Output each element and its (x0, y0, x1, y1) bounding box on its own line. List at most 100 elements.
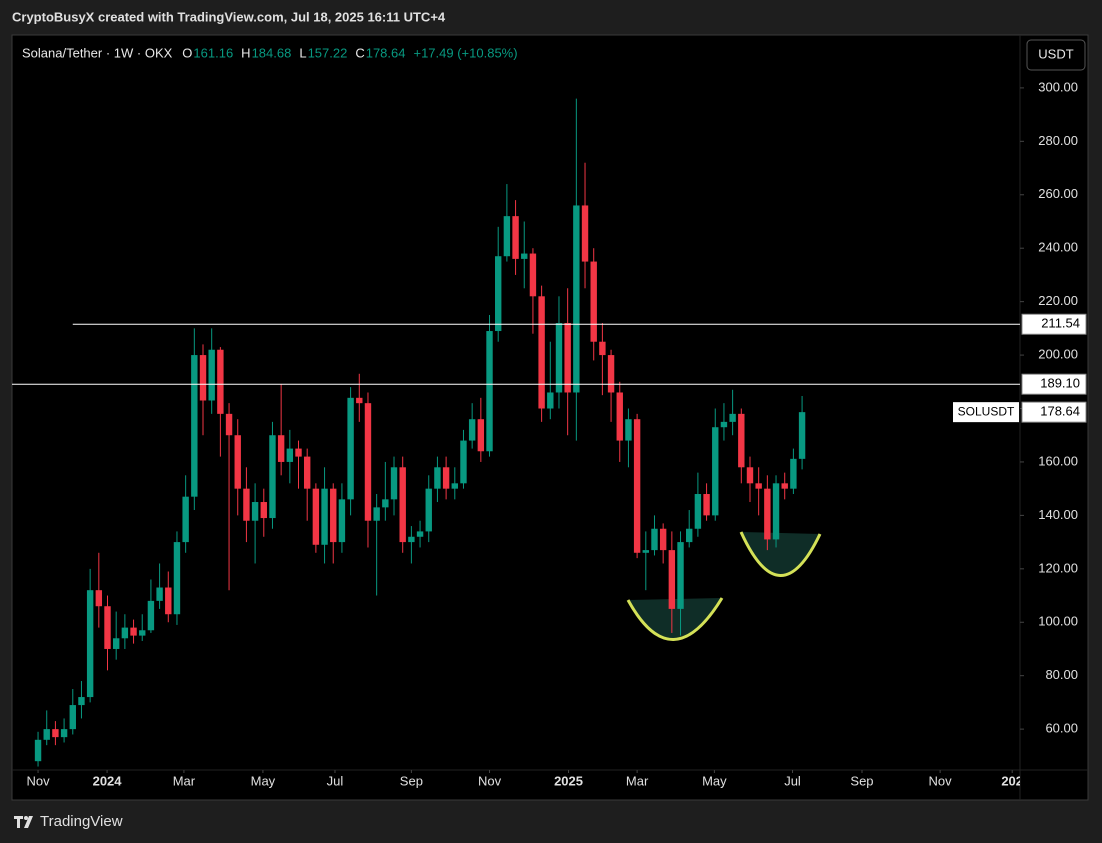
candle-body (347, 397, 354, 500)
plot (12, 98, 1020, 767)
candle-body (286, 448, 294, 462)
candle-body (43, 729, 50, 740)
y-tick-label: 280.00 (1038, 133, 1078, 148)
y-tick-label: 240.00 (1038, 240, 1078, 255)
candle-body (399, 467, 406, 543)
candle-body (69, 705, 76, 730)
brand-logo (14, 816, 33, 828)
candle-body (599, 341, 606, 356)
y-tick-label: 140.00 (1038, 507, 1078, 522)
candle-body (486, 331, 493, 452)
candle-body (295, 448, 302, 457)
candle-body (173, 542, 181, 615)
candle-body (182, 496, 189, 543)
candle-body (633, 419, 641, 553)
candle-body (408, 536, 415, 543)
last-price-box (1021, 401, 1087, 423)
candle-body (260, 502, 267, 519)
x-axis: Nov 2024 Mar May Jul Sep Nov 2025 Mar May Jul Sep No… (26, 770, 1020, 788)
candle-body (512, 216, 519, 259)
candle-body (243, 488, 250, 521)
x-tick-label: Sep (400, 773, 423, 788)
candle-body (139, 630, 146, 636)
price-label-box (1021, 313, 1087, 335)
y-tick-label: 200.00 (1038, 347, 1078, 362)
candle-body (277, 435, 285, 462)
candle-body (529, 253, 537, 297)
legend-key: H (241, 45, 250, 60)
price-label: 211.54 (1041, 316, 1080, 331)
candle-body (616, 392, 623, 441)
y-tick-label: 220.00 (1038, 293, 1078, 308)
symbol-label-box (953, 402, 1019, 423)
candle-body (521, 253, 528, 259)
candle-body (772, 483, 780, 540)
candle-body (356, 397, 363, 404)
candle-body (312, 488, 320, 545)
candle-body (677, 542, 684, 609)
legend: Solana/Tether · 1W · OKX O 161.16 H 184.68 L… (22, 45, 518, 60)
legend-value: 157.22 (308, 45, 348, 60)
y-tick-label: 300.00 (1038, 79, 1078, 94)
x-tick-label: Nov (929, 773, 953, 788)
x-tick-label: Mar (173, 773, 196, 788)
candle-body (165, 587, 172, 615)
brand: TradingView (40, 813, 123, 830)
candle-body (538, 296, 545, 409)
y-tick-label: 60.00 (1045, 721, 1078, 736)
legend-value: 178.64 (366, 45, 406, 60)
symbol: Solana/Tether · 1W · OKX (22, 45, 173, 60)
candle-body (555, 323, 563, 393)
y-tick-label: 100.00 (1038, 614, 1078, 629)
x-tick-label: Nov (26, 773, 50, 788)
candle-body (156, 587, 163, 601)
y-axis: 60.0080.00100.00120.00140.00160.00180.00… (953, 79, 1087, 736)
legend-key: C (355, 45, 364, 60)
candle-body (303, 456, 311, 489)
candle-body (781, 483, 788, 489)
cup-outline (626, 597, 724, 641)
x-tick-label: Mar (626, 773, 649, 788)
candle-body (451, 483, 458, 489)
currency[interactable]: USDT (1038, 46, 1073, 61)
candle-body (547, 392, 554, 409)
candle-body (34, 739, 42, 762)
candle-body (416, 531, 424, 537)
candle-body (78, 697, 85, 706)
price-label-box (1021, 373, 1087, 395)
candle-body (712, 427, 719, 516)
candle-body (199, 355, 207, 401)
candle-body (607, 355, 615, 393)
candle-body (564, 323, 571, 393)
candle-body (434, 467, 441, 489)
candle-body (52, 729, 59, 738)
candle-body (425, 488, 432, 532)
symbol-label: SOLUSDT (958, 404, 1015, 418)
candle-body (269, 435, 276, 519)
candle-body (191, 355, 198, 497)
candle-body (503, 216, 511, 257)
candle-body (104, 606, 111, 649)
candle-body (755, 483, 762, 489)
cup-outline (739, 531, 822, 577)
candle-body (581, 205, 589, 262)
candle-body (217, 349, 224, 414)
candle-body (477, 419, 485, 452)
candle-body (225, 413, 233, 436)
y-tick-label: 260.00 (1038, 186, 1078, 201)
candle-body (790, 458, 797, 489)
x-tick-label: 2025 (554, 773, 583, 788)
currency-button[interactable] (1026, 39, 1086, 71)
y-tick-label: 80.00 (1045, 667, 1078, 682)
candle-body (330, 488, 337, 543)
candle-body (738, 413, 745, 468)
candle-body (321, 488, 328, 545)
candle-body (338, 499, 346, 543)
x-tick-label: Jul (327, 773, 344, 788)
candle-body (460, 440, 467, 484)
legend-change: +17.49 (+10.85%) (413, 45, 517, 60)
candle-body (720, 421, 728, 428)
credit: CryptoBusyX created with TradingView.com… (12, 9, 446, 24)
candle-body (112, 638, 120, 649)
